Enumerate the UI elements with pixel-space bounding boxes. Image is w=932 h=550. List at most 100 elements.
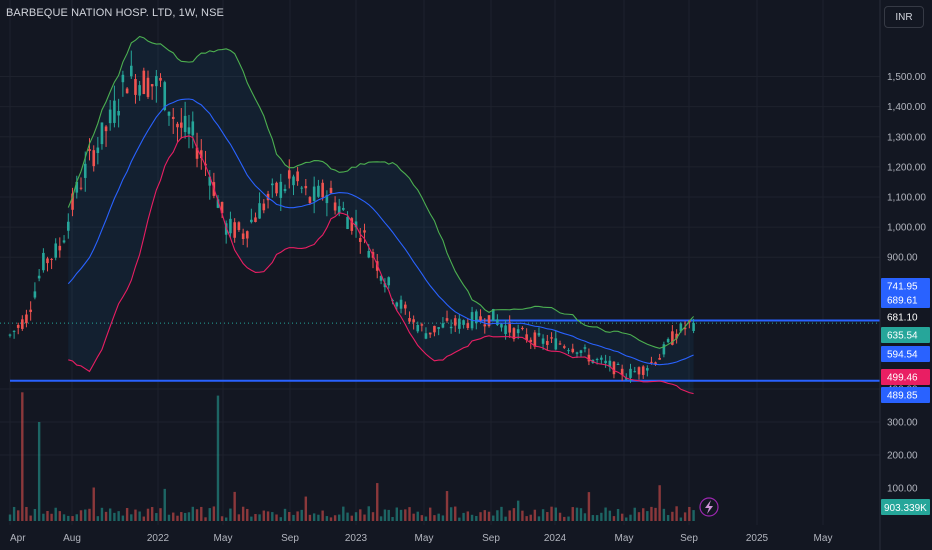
- price-tick-label: 1,500.00: [887, 72, 926, 83]
- volume-bar: [395, 507, 399, 521]
- candle-body: [608, 360, 612, 367]
- volume-tag: 903.339K: [881, 499, 930, 515]
- volume-bar: [671, 511, 674, 521]
- price-tag-box: [881, 309, 930, 325]
- candle-body: [113, 100, 116, 123]
- volume-bar: [541, 509, 545, 521]
- candle-body: [71, 193, 74, 210]
- volume-bar: [258, 514, 261, 521]
- candle-body: [395, 302, 399, 307]
- candle-body: [445, 318, 449, 321]
- volume-bar: [371, 512, 375, 521]
- volume-bar: [554, 507, 557, 521]
- candle-body: [416, 325, 420, 332]
- price-tag: 594.54: [881, 346, 930, 362]
- volume-bar: [441, 515, 445, 521]
- candle-body: [75, 181, 79, 193]
- candle-body: [279, 181, 283, 198]
- candle-body: [129, 65, 133, 77]
- volume-bar: [359, 509, 362, 521]
- price-tag: 635.54: [881, 327, 930, 343]
- time-tick-label: 2025: [746, 533, 769, 544]
- candle-body: [604, 360, 607, 364]
- candle-body: [300, 187, 304, 189]
- price-tick-label: 1,300.00: [887, 132, 926, 143]
- volume-bar: [117, 511, 120, 521]
- volume-bar: [46, 511, 49, 521]
- candle-body: [92, 150, 96, 167]
- candle-body: [250, 219, 253, 223]
- candle-body: [441, 323, 445, 328]
- price-tag-label: 681.10: [887, 313, 918, 324]
- candle-body: [350, 218, 354, 231]
- volume-bar: [563, 516, 566, 521]
- candle-body: [337, 206, 341, 214]
- candle-body: [579, 350, 583, 353]
- volume-bar: [620, 513, 624, 521]
- candle-body: [167, 111, 171, 116]
- candle-body: [367, 250, 371, 258]
- price-tag-box: [881, 292, 930, 308]
- candle-body: [237, 222, 241, 230]
- volume-bar: [679, 517, 683, 521]
- candle-body: [304, 186, 308, 189]
- volume-bar: [512, 508, 516, 521]
- time-tick-label: Sep: [281, 533, 299, 544]
- candle-body: [292, 176, 295, 186]
- price-tick-label: 1,200.00: [887, 162, 926, 173]
- volume-bar: [271, 512, 274, 521]
- volume-tag-label: 903.339K: [884, 503, 927, 514]
- candle-body: [383, 283, 387, 288]
- candle-body: [529, 339, 533, 342]
- volume-bar: [325, 516, 329, 521]
- time-tick-label: 2024: [544, 533, 567, 544]
- candle-body: [458, 318, 461, 329]
- volume-bar: [200, 506, 203, 521]
- candle-body: [521, 327, 524, 330]
- volume-bar: [529, 514, 532, 521]
- volume-bar: [666, 515, 670, 521]
- candle-body: [346, 216, 349, 230]
- candle-body: [624, 378, 628, 380]
- volume-bar: [338, 514, 341, 521]
- candle-body: [453, 318, 457, 326]
- time-tick-label: 2023: [345, 533, 368, 544]
- volume-bar: [150, 507, 154, 521]
- price-tag: 499.46: [881, 369, 930, 385]
- candle-body: [358, 238, 362, 242]
- volume-bar: [470, 514, 474, 521]
- volume-bar: [688, 506, 691, 521]
- price-tick-label: 1,400.00: [887, 102, 926, 113]
- volume-bar: [600, 512, 603, 521]
- candle-body: [671, 331, 674, 345]
- volume-bar: [637, 512, 641, 521]
- volume-bar: [233, 491, 236, 521]
- candle-body: [16, 325, 20, 328]
- candle-body: [633, 371, 637, 373]
- candle-body: [241, 233, 245, 240]
- candle-body: [258, 203, 261, 219]
- volume-bar: [191, 506, 194, 521]
- currency-button[interactable]: INR: [884, 6, 924, 28]
- volume-bar: [29, 515, 32, 521]
- volume-bar: [595, 515, 599, 521]
- volume-bar: [71, 516, 74, 521]
- candle-body: [437, 327, 440, 329]
- candle-body: [245, 231, 249, 239]
- volume-bar: [575, 507, 579, 521]
- candle-body: [662, 344, 666, 355]
- candle-body: [483, 324, 487, 327]
- volume-bar: [363, 514, 366, 521]
- candle-body: [562, 346, 566, 348]
- candle-body: [428, 332, 432, 335]
- volume-bar: [571, 507, 574, 521]
- price-tag: 741.95: [881, 278, 930, 294]
- volume-bar: [329, 517, 333, 521]
- time-tick-label: May: [214, 533, 233, 544]
- volume-bar: [558, 512, 562, 521]
- candle-body: [146, 77, 150, 97]
- volume-bar: [12, 506, 16, 521]
- symbol-title: BARBEQUE NATION HOSP. LTD, 1W, NSE: [6, 7, 224, 19]
- volume-bar: [208, 508, 211, 521]
